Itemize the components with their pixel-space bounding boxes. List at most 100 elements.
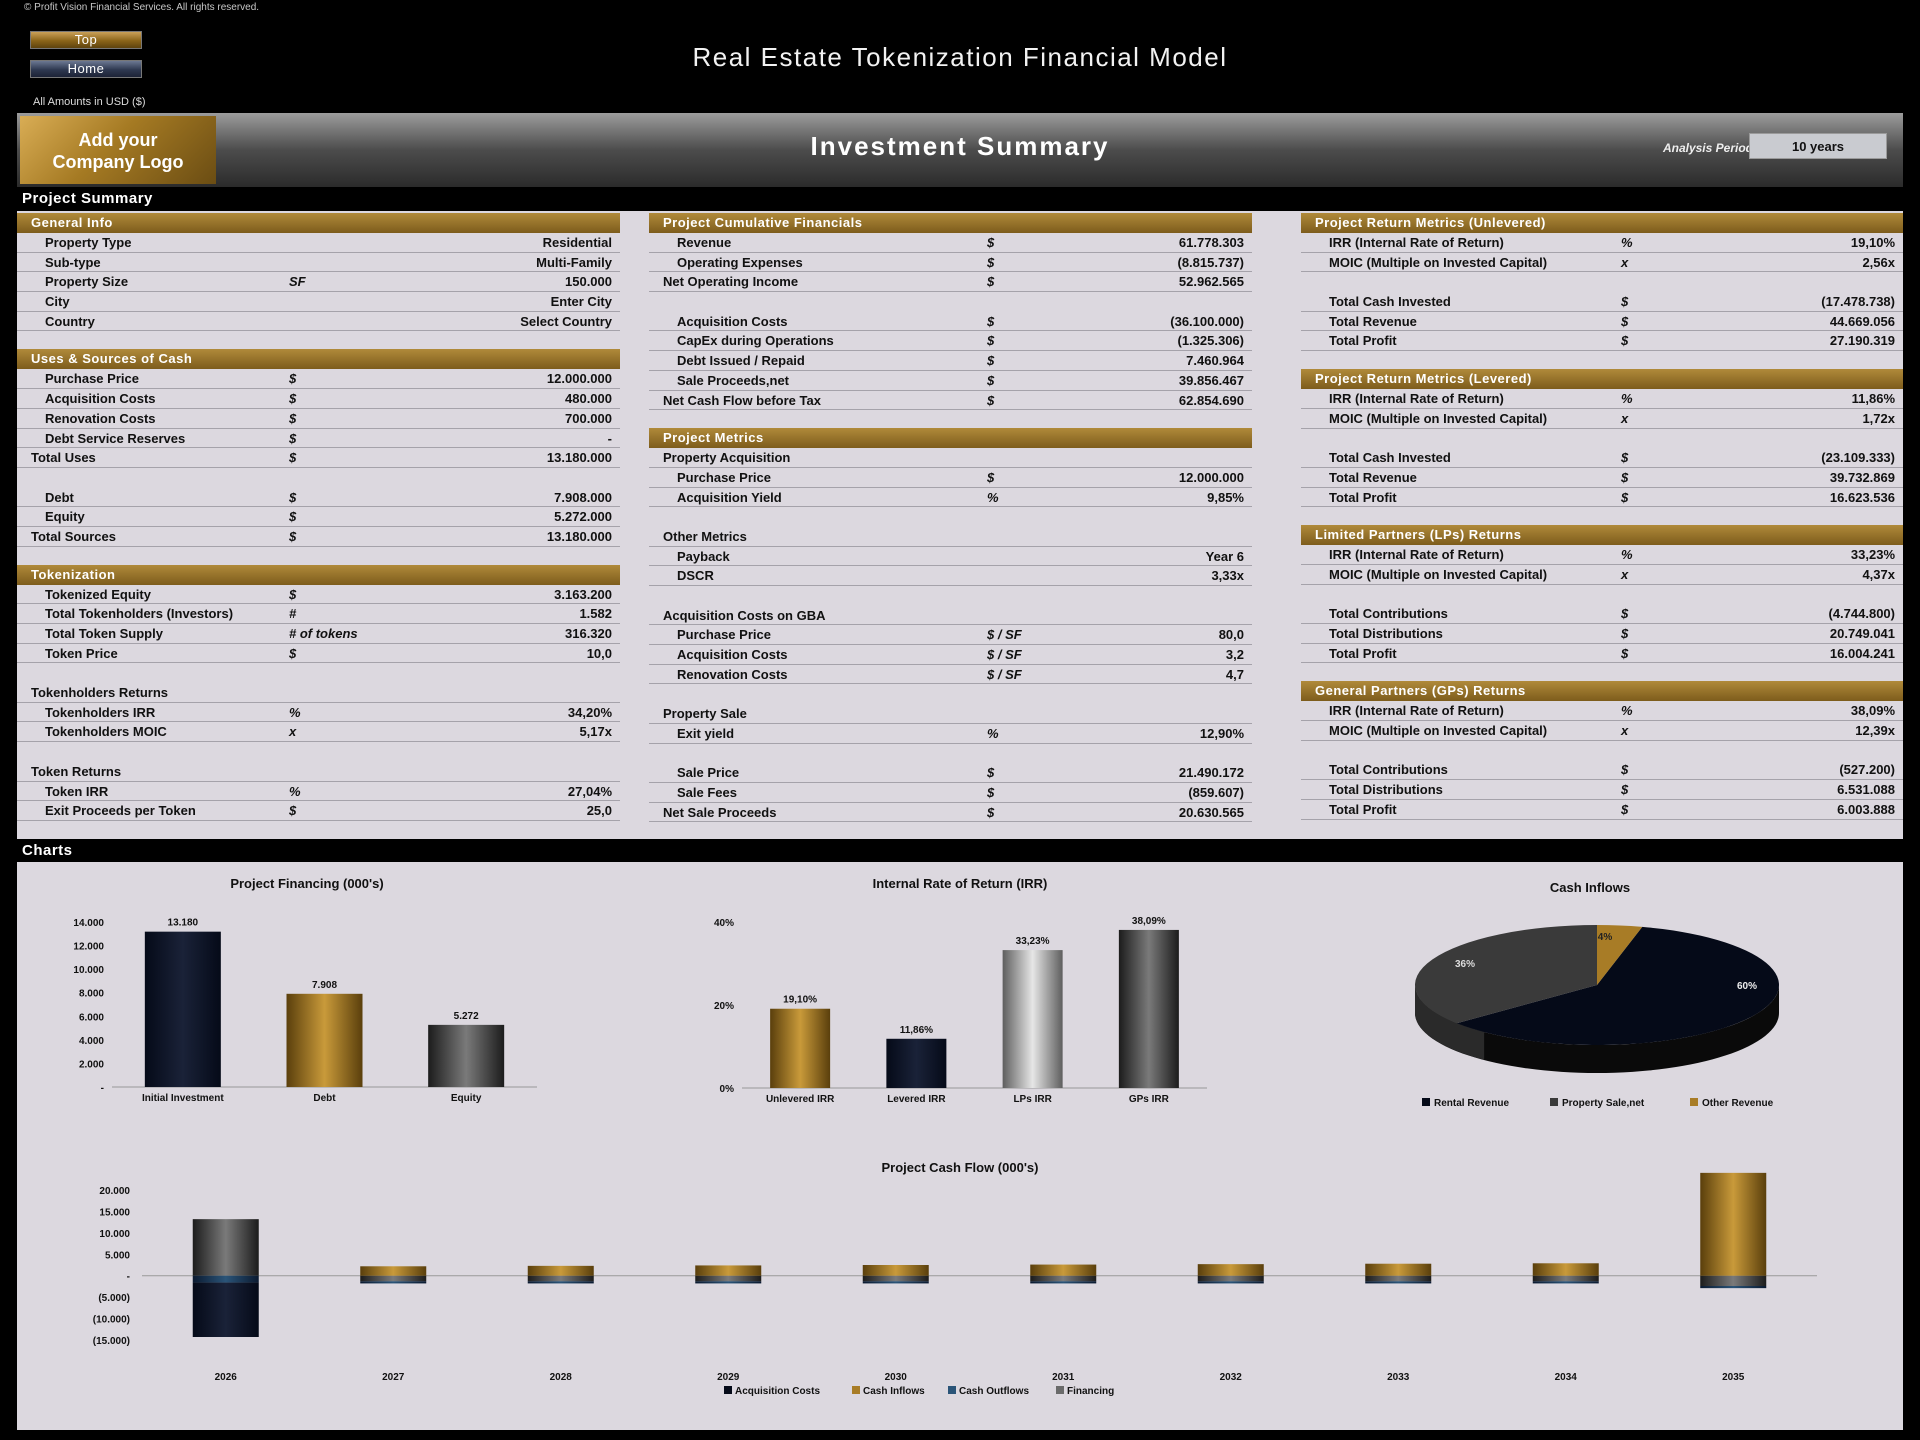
cell-unit: $ / SF (987, 647, 1022, 663)
legend-swatch (724, 1386, 732, 1394)
bar-segment (1700, 1275, 1767, 1286)
cell-value: Year 6 (1205, 548, 1244, 564)
data-label: 60% (1737, 981, 1757, 992)
chart-title: Cash Inflows (1550, 880, 1630, 895)
x-tick-label: 2026 (215, 1372, 238, 1383)
legend-swatch (852, 1386, 860, 1394)
bar (428, 1024, 505, 1087)
section-header: Tokenization (17, 564, 620, 585)
cell-unit: % (1621, 547, 1633, 563)
cell-label: IRR (Internal Rate of Return) (1329, 547, 1504, 563)
cell-label: Revenue (677, 235, 732, 250)
cell-value (1129, 606, 1252, 625)
y-tick-label: 40% (714, 918, 734, 929)
row-net-cash-flow-before-tax: Net Cash Flow before Tax $62.854.690 (649, 391, 1252, 411)
project-summary-panel: General Info Property Type Residential Sub-… (17, 211, 1903, 839)
row-acquisition-yield: Acquisition Yield% 9,85% (649, 488, 1252, 508)
charts-title: Charts (17, 840, 1903, 862)
y-tick-label: - (127, 1272, 130, 1283)
cell-label: Total Distributions (1329, 626, 1443, 641)
cell-unit: $ (289, 528, 297, 544)
cell-value: 33,23% (1850, 547, 1895, 563)
section-tokenization: Tokenization Tokenized Equity $3.163.200 To… (17, 564, 620, 821)
row-total-profit: Total Profit $6.003.888 (1301, 800, 1903, 820)
pie-side (1415, 985, 1779, 1073)
y-tick-label: 8.000 (79, 989, 104, 1000)
section-project-return-metrics-unlevered: Project Return Metrics (Unlevered) IRR (I… (1301, 213, 1903, 352)
row-property-size: Property Size SF 150.000 (17, 272, 620, 293)
cell-label: IRR (Internal Rate of Return) (1329, 703, 1504, 719)
cell-unit: x (1621, 410, 1629, 426)
spacer-row (649, 684, 1252, 704)
cell-label: Total Uses (31, 450, 96, 466)
cell-label: Tokenholders Returns (31, 685, 169, 701)
bar-segment (695, 1265, 762, 1276)
cell-unit: $ (987, 333, 995, 349)
spacer-row (1301, 585, 1903, 605)
cell-unit: $ (987, 254, 995, 270)
cell-unit: x (1621, 566, 1629, 582)
cell-label: Total Contributions (1329, 762, 1448, 778)
x-tick-label: 2030 (885, 1372, 908, 1383)
row-exit-yield: Exit yield% 12,90% (649, 724, 1252, 744)
bar-segment (527, 1281, 594, 1284)
row-acquisition-costs-on-gba: Acquisition Costs on GBA (649, 606, 1252, 626)
cell-label: Total Profit (1329, 645, 1397, 661)
row-payback: Payback Year 6 (649, 547, 1252, 567)
cell-unit: $ (1621, 626, 1629, 641)
bar-segment (1532, 1275, 1599, 1282)
cell-unit (1621, 741, 1667, 761)
cell-value: 3,2 (1225, 647, 1244, 663)
bar-segment (862, 1275, 929, 1282)
row-irr-internal-rate-of-return: IRR (Internal Rate of Return)% 11,86% (1301, 389, 1903, 409)
cell-label: Total Revenue (1329, 313, 1417, 329)
cell-label: Net Operating Income (663, 274, 799, 290)
cell-label: Tokenholders IRR (45, 704, 156, 720)
cell-unit (1621, 585, 1667, 605)
row-sale-proceeds-net: Sale Proceeds,net $39.856.467 (649, 371, 1252, 391)
cell-label: Token Returns (31, 763, 122, 779)
cell-unit: $ (1621, 645, 1629, 661)
top-button[interactable]: Top (30, 31, 142, 49)
section-project-return-metrics-levered: Project Return Metrics (Levered) IRR (Int… (1301, 369, 1903, 508)
x-tick-label: Levered IRR (887, 1094, 946, 1105)
y-tick-label: (10.000) (93, 1315, 130, 1326)
spacer-row (649, 586, 1252, 606)
bar-segment (1365, 1275, 1432, 1282)
x-tick-label: 2032 (1220, 1372, 1243, 1383)
cell-label: Sale Fees (677, 784, 737, 800)
bar-segment (527, 1265, 594, 1276)
pie-slice (1456, 926, 1779, 1045)
bar-segment (1365, 1263, 1432, 1276)
cell-value (1129, 507, 1252, 527)
analysis-period-select[interactable]: 10 years (1749, 133, 1887, 159)
row-total-distributions: Total Distributions $20.749.041 (1301, 624, 1903, 644)
cell-label: Other Metrics (663, 528, 747, 544)
currency-note: All Amounts in USD ($) (33, 96, 146, 108)
cell-value: (36.100.000) (1170, 313, 1244, 329)
row-total-cash-invested: Total Cash Invested $ (23.109.333) (1301, 448, 1903, 468)
cell-value: 39.856.467 (1178, 372, 1244, 388)
section-header: General Partners (GPs) Returns (1301, 681, 1903, 702)
x-tick-label: Equity (451, 1093, 482, 1104)
spacer-row (1301, 741, 1903, 761)
cell-unit (987, 547, 1129, 566)
cell-value: 21.490.172 (1178, 765, 1244, 781)
row-purchase-price: Purchase Price $12.000.000 (649, 468, 1252, 488)
bar-segment (192, 1282, 259, 1337)
cell-value: 6.531.088 (1837, 782, 1895, 798)
cell-value: (8.815.737) (1177, 254, 1245, 270)
cell-label: Total Profit (1329, 801, 1397, 817)
row-sale-price: Sale Price $21.490.172 (649, 763, 1252, 783)
cell-label: Property Size (45, 274, 129, 290)
cell-unit (289, 292, 437, 311)
row-debt: Debt $7.908.000 (17, 488, 620, 508)
cell-unit (289, 663, 437, 683)
section-project-cumulative-financials: Project Cumulative Financials Revenue $61.… (649, 213, 1252, 411)
company-logo-placeholder[interactable]: Add your Company Logo (20, 116, 216, 184)
cell-value: 5.272.000 (554, 509, 612, 525)
cell-value (1667, 429, 1903, 449)
cell-unit (289, 762, 437, 781)
home-button[interactable]: Home (30, 60, 142, 78)
cell-label: Debt Service Reserves (45, 430, 186, 446)
